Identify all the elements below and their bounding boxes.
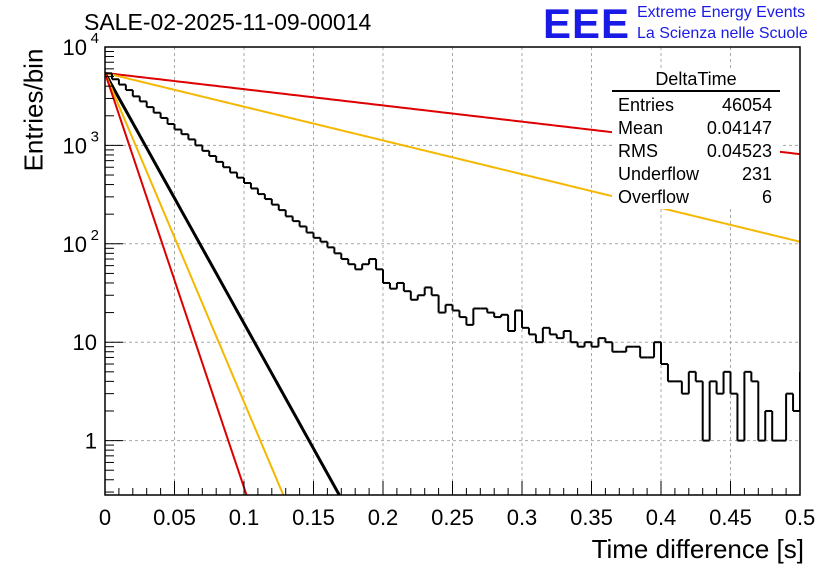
y-tick-exponent: 3: [91, 128, 99, 145]
stat-row-entries: Entries 46054: [612, 94, 780, 117]
y-tick-label: 10: [63, 232, 87, 257]
eee-logo: EEE: [543, 0, 631, 47]
x-tick-label: 0.3: [507, 505, 538, 530]
chart-title: SALE-02-2025-11-09-00014: [84, 9, 372, 35]
fit-curve: [105, 72, 248, 495]
x-tick-label: 0.4: [646, 505, 677, 530]
histogram-layer: [105, 72, 800, 442]
y-tick-label: 1: [85, 429, 97, 454]
x-tick-label: 0.45: [709, 505, 752, 530]
stat-row-rms: RMS 0.04523: [612, 140, 780, 163]
stat-value: 231: [741, 164, 772, 184]
stat-value: 46054: [721, 95, 772, 115]
y-axis-label: Entries/bin: [18, 48, 49, 172]
stat-label: RMS: [618, 141, 658, 161]
stat-label: Entries: [618, 95, 675, 115]
stats-name: DeltaTime: [612, 68, 780, 92]
stat-label: Mean: [618, 118, 664, 138]
x-tick-label: 0.15: [292, 505, 335, 530]
stat-value: 0.04147: [706, 118, 772, 138]
x-tick-label: 0.1: [229, 505, 260, 530]
y-tick-label: 10: [63, 133, 87, 158]
eee-tagline-2: La Scienza nelle Scuole: [637, 25, 808, 42]
y-tick-exponent: 2: [91, 227, 99, 244]
fit-curve: [105, 72, 285, 495]
stat-label: Overflow: [618, 187, 690, 207]
stat-row-underflow: Underflow 231: [612, 163, 780, 186]
x-tick-label: 0.5: [785, 505, 816, 530]
y-tick-label: 10: [63, 35, 87, 60]
stat-value: 0.04523: [706, 141, 772, 161]
x-tick-label: 0.05: [153, 505, 196, 530]
x-axis-label: Time difference [s]: [591, 534, 804, 564]
y-tick-exponent: 4: [91, 30, 99, 47]
stat-row-overflow: Overflow 6: [612, 186, 780, 209]
x-tick-label: 0.25: [431, 505, 474, 530]
y-tick-label: 10: [73, 330, 97, 355]
fit-curve: [105, 71, 800, 243]
stats-box: DeltaTime Entries 46054 Mean 0.04147 RMS…: [612, 68, 780, 209]
stat-label: Underflow: [618, 164, 700, 184]
stat-row-mean: Mean 0.04147: [612, 117, 780, 140]
x-tick-label: 0.35: [570, 505, 613, 530]
x-tick-label: 0.2: [368, 505, 399, 530]
fit-curve: [105, 72, 341, 495]
stat-value: 6: [761, 187, 772, 207]
x-tick-label: 0: [99, 505, 111, 530]
eee-tagline-1: Extreme Energy Events: [637, 4, 806, 21]
axis-layer: 0 0.05 0.1 0.15 0.2 0.25 0.3 0.35 0.4 0.45 0.5 1 10 1…: [63, 30, 816, 530]
